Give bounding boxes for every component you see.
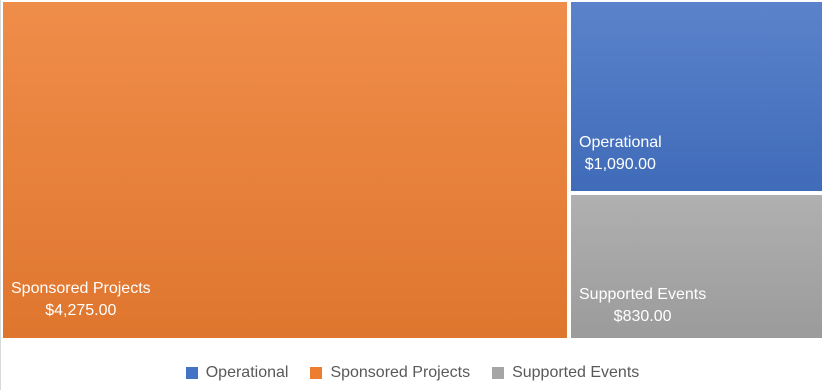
treemap-tile-supported-events: Supported Events $830.00 xyxy=(569,193,823,340)
legend-item-supported-events: Supported Events xyxy=(492,364,639,382)
treemap-plot-area: Sponsored Projects $4,275.00 Operational $1… xyxy=(1,0,823,340)
legend-item-operational: Operational xyxy=(185,364,289,382)
chart-legend: Operational Sponsored Projects Supported… xyxy=(1,364,823,382)
treemap-category-label: Operational xyxy=(579,134,662,151)
treemap-label-operational: Operational $1,090.00 xyxy=(579,132,662,176)
treemap-category-label: Sponsored Projects xyxy=(11,280,151,297)
treemap-label-sponsored-projects: Sponsored Projects $4,275.00 xyxy=(11,278,151,322)
treemap-label-supported-events: Supported Events $830.00 xyxy=(579,284,706,328)
legend-label-sponsored-projects: Sponsored Projects xyxy=(330,364,471,381)
legend-label-operational: Operational xyxy=(205,364,289,381)
legend-swatch-sponsored-projects xyxy=(310,367,323,379)
legend-swatch-operational xyxy=(185,367,198,379)
treemap-value-label: $1,090.00 xyxy=(584,156,656,173)
treemap-category-label: Supported Events xyxy=(579,286,707,303)
legend-item-sponsored-projects: Sponsored Projects xyxy=(310,364,470,382)
treemap-tile-operational: Operational $1,090.00 xyxy=(569,0,823,193)
treemap-value-label: $4,275.00 xyxy=(45,302,117,319)
legend-label-supported-events: Supported Events xyxy=(512,364,640,381)
treemap-value-label: $830.00 xyxy=(613,308,672,325)
treemap-tile-sponsored-projects: Sponsored Projects $4,275.00 xyxy=(1,0,569,340)
legend-swatch-supported-events xyxy=(492,367,505,379)
